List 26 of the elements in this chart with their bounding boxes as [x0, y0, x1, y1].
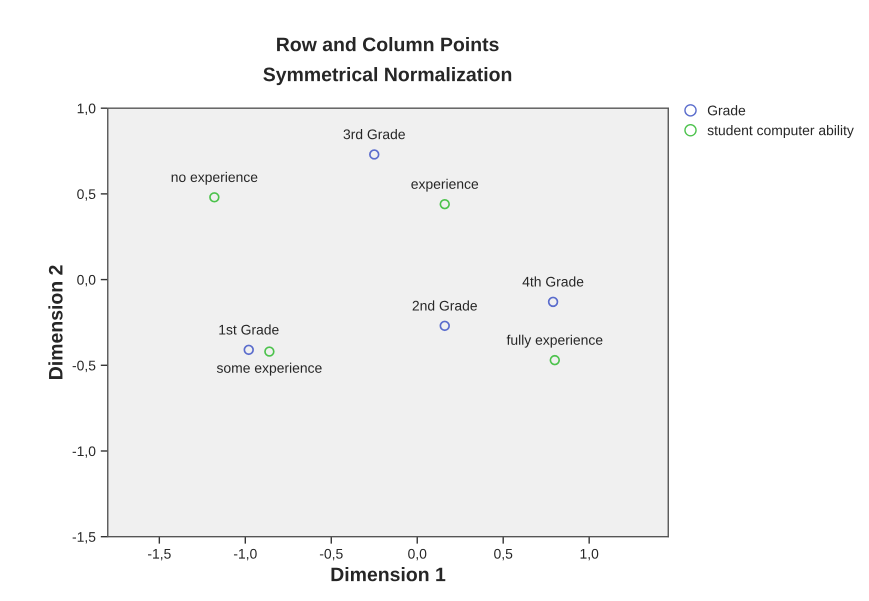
chart-title: Row and Column Points — [277, 36, 499, 52]
x-tick-label: -0,5 — [320, 548, 343, 560]
annotation: no experience — [172, 172, 258, 185]
annotation: 3rd Grade — [344, 129, 405, 140]
y-tick-label: 0,5 — [77, 189, 96, 201]
y-tick-label: -1,5 — [72, 532, 96, 544]
chart-subtitle: Symmetrical Normalization — [263, 67, 512, 86]
annotation: 1st Grade — [219, 324, 279, 335]
annotation: experience — [411, 178, 478, 192]
y-axis-title: Dimension 2 — [48, 265, 63, 379]
x-axis-title: Dimension 1 — [332, 567, 446, 582]
legend-label: student computer ability — [708, 125, 854, 138]
annotation: 2nd Grade — [412, 300, 477, 311]
x-tick-label: -1,5 — [148, 549, 171, 560]
y-tick-label: -0,5 — [72, 360, 96, 372]
x-tick-label: 0,0 — [408, 548, 426, 560]
y-tick-label: -1,0 — [72, 446, 96, 458]
annotation: fully experience — [506, 334, 602, 348]
x-tick-label: 0,5 — [494, 548, 512, 560]
x-tick-label: -1,0 — [234, 548, 257, 560]
y-tick-label: 0,0 — [77, 274, 96, 286]
annotation: 4th Grade — [522, 276, 584, 287]
x-tick-label: 1,0 — [580, 548, 598, 560]
annotation: some experience — [216, 362, 322, 376]
y-tick-label: 1,0 — [78, 104, 96, 115]
legend-label: Grade — [708, 105, 746, 116]
